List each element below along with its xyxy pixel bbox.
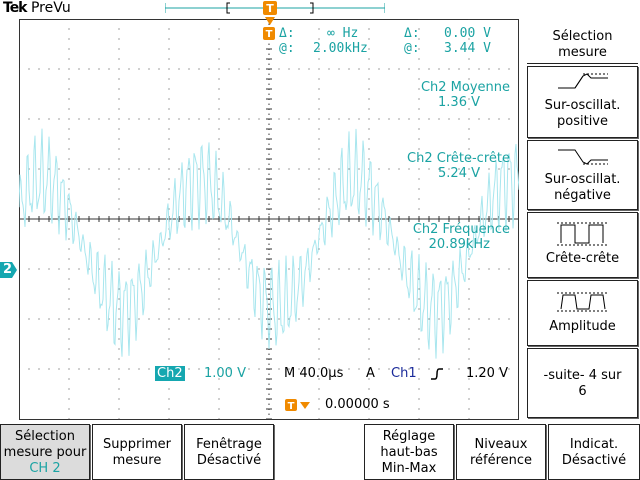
freq-at-value: 2.00kHz — [313, 41, 368, 56]
amplitude-icon — [556, 292, 609, 312]
side-button-more[interactable]: -suite- 4 sur 6 — [527, 348, 638, 418]
freq-at-label: @: — [279, 41, 295, 56]
ch2-level-marker[interactable] — [0, 262, 18, 278]
freq-delta-label: Δ: — [279, 26, 295, 41]
trigger-delay: 0.00000 s — [325, 397, 390, 412]
graticule — [19, 19, 519, 420]
side-button-label: Amplitude — [549, 319, 616, 334]
bottom-button-channel: CH 2 — [29, 461, 61, 476]
ch2-marker-label: 2 — [3, 262, 13, 277]
bottom-button-select-measure[interactable]: Sélection mesure pour CH 2 — [0, 424, 90, 480]
trigger-source: Ch1 — [391, 366, 417, 381]
side-button-negative-overshoot[interactable]: Sur-oscillat. négative — [527, 140, 638, 210]
measurement-2-name: Ch2 Crête-crête — [407, 151, 510, 166]
ch2-waveform — [19, 128, 519, 359]
side-button-label: Sur-oscillat. négative — [544, 172, 621, 203]
rising-edge-icon — [431, 368, 443, 380]
measurement-1-name: Ch2 Moyenne — [420, 80, 510, 95]
measurement-2-value: 5.24 V — [438, 166, 480, 181]
svg-text:T: T — [266, 29, 273, 40]
volt-at-label: @: — [404, 41, 420, 56]
trigger-delay-icon: T — [285, 399, 310, 412]
side-menu-title: Sélection mesure — [527, 26, 638, 64]
trigger-level: 1.20 V — [466, 366, 508, 381]
measurement-1-value: 1.36 V — [438, 95, 480, 110]
brand-label: Tek PreVu — [3, 0, 71, 16]
svg-text:T: T — [266, 2, 274, 15]
cursor-icon: T — [263, 27, 275, 40]
side-button-label: Sur-oscillat. positive — [544, 98, 621, 129]
waveform-display — [19, 19, 519, 420]
brand-logo: Tek — [3, 0, 27, 16]
measurement-3: Ch2 Fréquence 20.89kHz — [413, 222, 510, 252]
measurement-3-value: 20.89kHz — [428, 237, 490, 252]
bottom-button-reference-levels[interactable]: Niveaux référence — [456, 424, 546, 480]
freq-delta-value: ∞ Hz — [327, 26, 359, 41]
volts-per-div: 1.00 V — [204, 366, 246, 381]
peak-to-peak-icon — [556, 222, 609, 246]
volt-delta-label: Δ: — [404, 26, 420, 41]
volt-at-value: 3.44 V — [444, 41, 491, 56]
measurement-2: Ch2 Crête-crête 5.24 V — [407, 151, 510, 181]
side-button-label: Crête-crête — [545, 251, 620, 266]
svg-text:T: T — [288, 401, 295, 412]
bottom-button-gating[interactable]: Fenêtrage Désactivé — [184, 424, 274, 480]
trigger-position-icon[interactable]: T — [262, 0, 278, 30]
side-button-amplitude[interactable]: Amplitude — [527, 280, 638, 346]
volt-delta-value: 0.00 V — [444, 26, 491, 41]
timebase: M 40.0µs — [284, 366, 344, 381]
measurement-3-name: Ch2 Fréquence — [412, 222, 510, 237]
bottom-button-label: Sélection mesure pour — [3, 429, 87, 460]
side-button-peak-to-peak[interactable]: Crête-crête — [527, 212, 638, 278]
bottom-button-remove-measure[interactable]: Supprimer mesure — [92, 424, 182, 480]
channel-badge[interactable]: Ch2 — [155, 366, 185, 381]
bottom-button-indicators[interactable]: Indicat. Désactivé — [548, 424, 640, 480]
measurement-1: Ch2 Moyenne 1.36 V — [421, 80, 510, 110]
trigger-mode: A — [366, 366, 375, 381]
side-button-positive-overshoot[interactable]: Sur-oscillat. positive — [527, 66, 638, 138]
acquisition-mode: PreVu — [30, 0, 71, 16]
negative-overshoot-icon — [557, 149, 608, 165]
positive-overshoot-icon — [557, 73, 608, 89]
bottom-button-high-low[interactable]: Réglage haut-bas Min-Max — [364, 424, 454, 480]
